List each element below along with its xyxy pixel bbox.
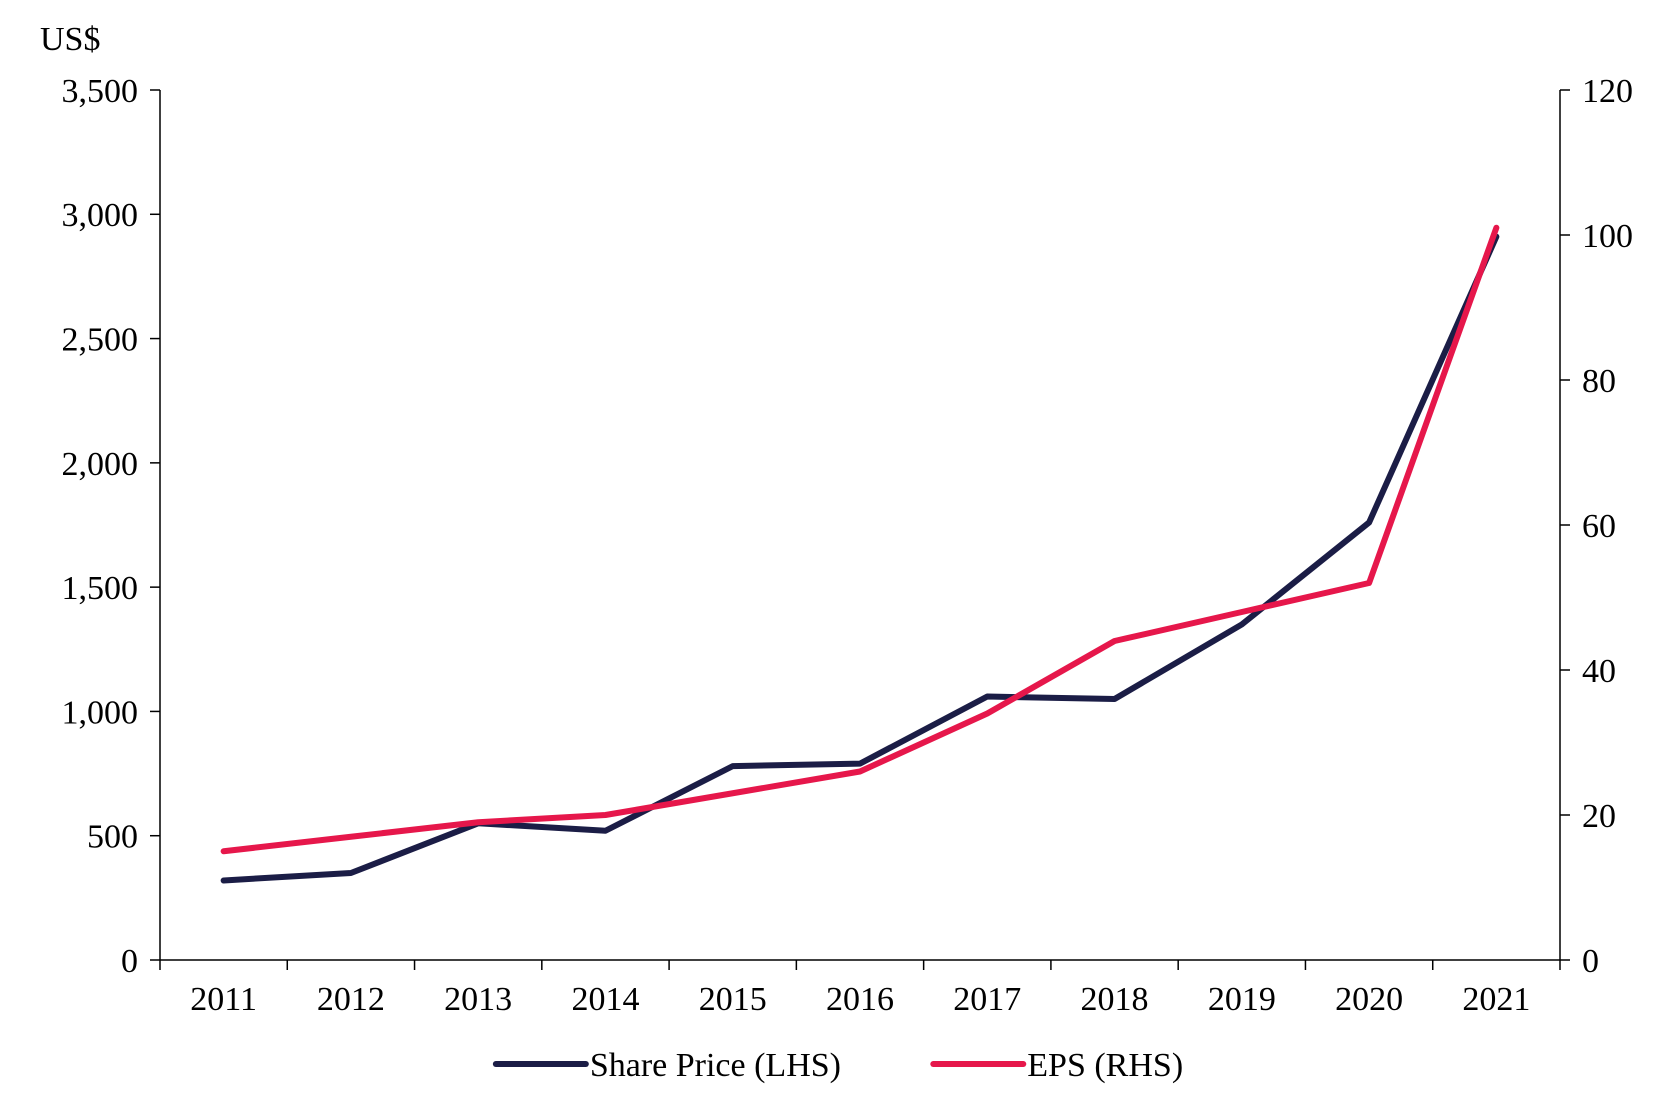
y-right-tick-label: 80 [1582, 363, 1616, 400]
chart-svg: US$ 0 500 1,000 1,500 2,000 2,500 3,000 3,500 0 20… [0, 0, 1676, 1103]
y-left-tick-label: 3,500 [62, 73, 139, 110]
x-tick-label: 2012 [317, 981, 385, 1018]
x-tick-label: 2018 [1081, 981, 1149, 1018]
x-tick-label: 2011 [190, 981, 257, 1018]
x-tick-label: 2021 [1462, 981, 1530, 1018]
y-left-tick-label: 2,000 [62, 446, 139, 483]
y-left-tick-label: 1,500 [62, 570, 139, 607]
unit-label: US$ [40, 21, 100, 58]
x-tick-label: 2015 [699, 981, 767, 1018]
y-left-tick-label: 0 [121, 943, 138, 980]
y-left-tick-label: 1,000 [62, 694, 139, 731]
x-tick-label: 2014 [571, 981, 639, 1018]
x-tick-label: 2020 [1335, 981, 1403, 1018]
y-right-tick-label: 60 [1582, 508, 1616, 545]
legend-label: EPS (RHS) [1027, 1047, 1183, 1084]
y-left-tick-label: 2,500 [62, 321, 139, 358]
y-right-tick-label: 40 [1582, 653, 1616, 690]
x-tick-label: 2017 [953, 981, 1021, 1018]
y-right-tick-label: 120 [1582, 73, 1633, 110]
legend-label: Share Price (LHS) [590, 1047, 841, 1084]
y-right-tick-label: 100 [1582, 218, 1633, 255]
y-left-tick-label: 500 [87, 819, 138, 856]
x-tick-label: 2013 [444, 981, 512, 1018]
x-tick-label: 2016 [826, 981, 894, 1018]
y-left-tick-label: 3,000 [62, 197, 139, 234]
dual-axis-line-chart: US$ 0 500 1,000 1,500 2,000 2,500 3,000 3,500 0 20… [0, 0, 1676, 1103]
y-right-tick-label: 0 [1582, 943, 1599, 980]
x-tick-label: 2019 [1208, 981, 1276, 1018]
y-right-tick-label: 20 [1582, 798, 1616, 835]
